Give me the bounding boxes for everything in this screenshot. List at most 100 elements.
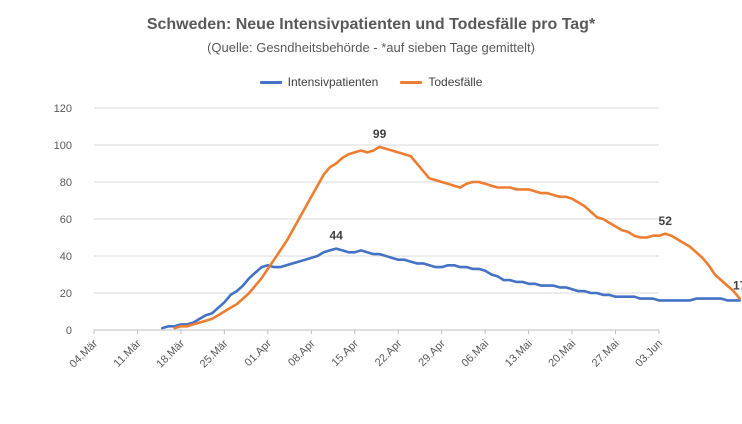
y-tick-label: 100 — [54, 140, 72, 152]
data-point — [552, 284, 555, 287]
data-point — [204, 314, 207, 317]
legend-item-intensivpatienten: Intensivpatienten — [259, 75, 378, 89]
data-point — [527, 188, 530, 191]
data-point — [285, 264, 288, 267]
data-point — [217, 314, 219, 317]
data-point — [664, 233, 667, 235]
data-point — [198, 321, 201, 324]
data-point — [589, 210, 592, 213]
chart-subtitle: (Quelle: Gesndheitsbehörde - *auf sieben… — [207, 40, 535, 55]
data-point — [260, 277, 263, 280]
data-point — [546, 284, 549, 287]
data-point — [534, 190, 536, 193]
data-point — [502, 279, 505, 281]
data-point — [416, 262, 418, 265]
data-point — [565, 286, 567, 289]
data-point — [397, 258, 400, 261]
series-line-todesfaelle — [173, 145, 741, 330]
data-point — [304, 258, 306, 261]
data-point — [558, 196, 561, 198]
x-tick-label: 03.Jun — [633, 338, 665, 370]
data-point — [310, 257, 313, 259]
data-point — [279, 266, 282, 268]
data-point — [620, 229, 623, 231]
data-point — [651, 234, 654, 237]
data-point — [714, 297, 716, 300]
data-point — [738, 299, 741, 302]
y-tick-label: 40 — [60, 251, 72, 263]
data-point — [335, 162, 337, 165]
data-point — [658, 299, 660, 302]
data-point — [248, 292, 251, 294]
data-point — [490, 184, 493, 187]
data-point — [732, 299, 735, 302]
data-point — [701, 257, 704, 259]
y-tick-label: 20 — [60, 288, 72, 300]
x-tick-label: 29.Apr — [416, 337, 448, 369]
data-point — [267, 268, 269, 270]
data-point — [683, 299, 685, 302]
data-point — [465, 183, 468, 185]
x-tick-label: 27.Mai — [590, 338, 622, 370]
data-point — [347, 251, 350, 254]
data-point — [385, 255, 387, 257]
data-point — [217, 307, 219, 309]
data-point — [664, 299, 667, 302]
data-point — [602, 218, 604, 220]
data-point — [403, 153, 406, 156]
data-point — [360, 149, 362, 152]
data-point — [279, 249, 282, 252]
data-point — [627, 231, 629, 233]
data-point — [614, 225, 617, 228]
data-point — [701, 297, 704, 300]
data-point — [447, 183, 449, 185]
data-point — [428, 264, 431, 267]
data-point — [565, 196, 567, 198]
data-point — [577, 201, 580, 204]
data-point — [316, 184, 319, 187]
data-point — [273, 258, 275, 261]
data-point — [726, 299, 729, 302]
data-point — [639, 297, 642, 300]
data-point — [236, 303, 238, 305]
data-point — [329, 249, 331, 252]
data-point — [478, 181, 480, 183]
data-point — [540, 284, 542, 287]
data-point — [229, 307, 232, 309]
data-point — [254, 271, 257, 274]
data-point — [658, 234, 660, 237]
data-point — [192, 323, 195, 326]
data-point — [651, 297, 654, 300]
data-point — [571, 197, 573, 200]
data-point — [403, 258, 406, 261]
data-point — [391, 149, 393, 152]
data-point — [583, 290, 586, 292]
data-point — [707, 264, 710, 267]
data-point — [577, 290, 580, 292]
data-point — [353, 151, 356, 154]
data-point — [273, 266, 275, 268]
data-point — [465, 266, 468, 268]
x-tick-label: 18.Mär — [154, 337, 187, 370]
data-point — [167, 325, 170, 328]
data-point — [453, 264, 455, 267]
data-point — [353, 251, 356, 254]
data-point — [409, 260, 412, 263]
data-point — [670, 234, 673, 237]
data-point — [180, 325, 182, 328]
data-point — [695, 297, 698, 300]
data-point — [322, 173, 325, 176]
data-point — [385, 147, 387, 150]
data-point — [540, 192, 542, 194]
data-point — [608, 294, 611, 296]
data-point — [341, 249, 344, 252]
x-tick-label: 22.Apr — [373, 337, 405, 369]
data-point — [670, 299, 673, 302]
data-point — [534, 282, 536, 285]
data-point — [204, 319, 207, 322]
data-point — [633, 234, 635, 237]
data-point — [310, 196, 313, 198]
data-point — [223, 310, 226, 313]
data-point — [409, 155, 412, 157]
data-label: 17 — [733, 279, 742, 293]
